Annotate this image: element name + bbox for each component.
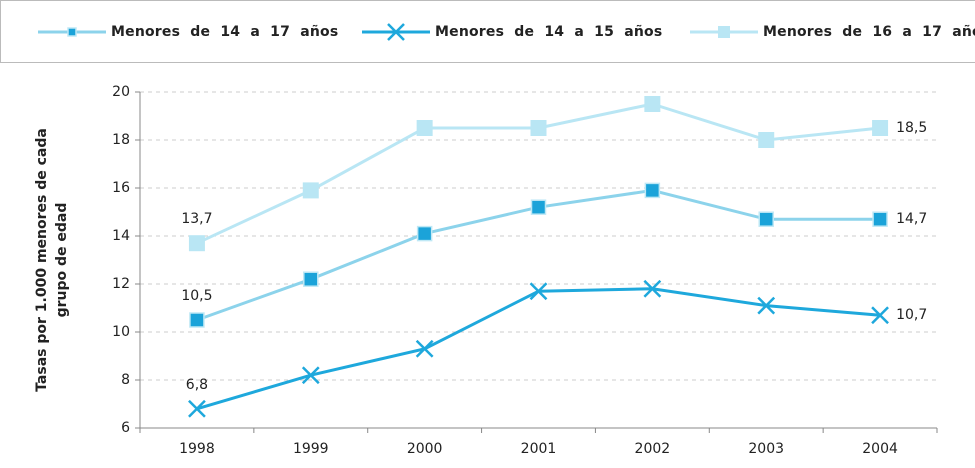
x-tick-label: 2001	[521, 441, 557, 457]
x-tick-label: 2000	[407, 441, 443, 457]
marker	[303, 271, 319, 287]
y-tick-label: 16	[112, 180, 130, 196]
marker-x	[387, 23, 405, 41]
marker	[302, 182, 319, 199]
legend-label: Menores de 16 a 17 años	[763, 24, 975, 40]
data-label: 6,8	[186, 377, 208, 393]
marker-x	[871, 306, 889, 325]
marker	[643, 279, 662, 298]
x-tick-label: 1999	[293, 441, 329, 457]
y-tick-label: 10	[112, 324, 130, 340]
marker	[530, 120, 547, 136]
marker	[758, 211, 774, 227]
marker	[644, 182, 661, 199]
data-label: 13,7	[181, 211, 212, 227]
marker-x	[188, 399, 206, 418]
x-tick-label: 2003	[748, 441, 784, 457]
legend-marker	[718, 26, 730, 38]
marker	[872, 120, 889, 136]
y-tick-label: 6	[121, 420, 130, 436]
x-tick-label: 1998	[179, 441, 215, 457]
marker	[415, 339, 434, 358]
marker	[416, 225, 433, 242]
y-axis-label: Tasas por 1.000 menores de cada	[34, 128, 50, 392]
marker-x	[643, 279, 662, 298]
y-tick-label: 18	[112, 132, 130, 148]
data-label: 18,5	[896, 120, 927, 136]
marker	[189, 312, 205, 328]
marker-x	[757, 296, 776, 315]
legend-label: Menores de 14 a 17 años	[111, 24, 338, 40]
x-tick-label: 2004	[862, 441, 898, 457]
marker	[416, 120, 433, 136]
marker-x	[301, 366, 320, 385]
marker	[188, 235, 205, 252]
marker	[530, 199, 547, 215]
marker-x	[415, 339, 434, 358]
marker	[758, 132, 775, 148]
legend-box	[0, 0, 975, 63]
legend-marker	[387, 23, 405, 41]
marker-x	[529, 282, 548, 301]
marker	[644, 96, 661, 112]
y-tick-label: 14	[112, 228, 130, 244]
marker	[872, 211, 888, 227]
x-tick-label: 2002	[635, 441, 671, 457]
data-label: 14,7	[896, 211, 927, 227]
marker	[188, 399, 206, 418]
marker	[757, 296, 776, 315]
series-line	[196, 287, 881, 411]
marker	[301, 366, 320, 385]
marker	[871, 306, 889, 325]
data-label: 10,7	[896, 307, 927, 323]
legend-label: Menores de 14 a 15 años	[435, 24, 662, 40]
marker	[529, 282, 548, 301]
y-tick-label: 20	[112, 84, 130, 100]
y-axis-label: grupo de edad	[54, 203, 70, 318]
y-tick-label: 8	[121, 372, 130, 388]
data-label: 10,5	[181, 288, 212, 304]
y-tick-label: 12	[112, 276, 130, 292]
legend-marker	[67, 27, 77, 37]
